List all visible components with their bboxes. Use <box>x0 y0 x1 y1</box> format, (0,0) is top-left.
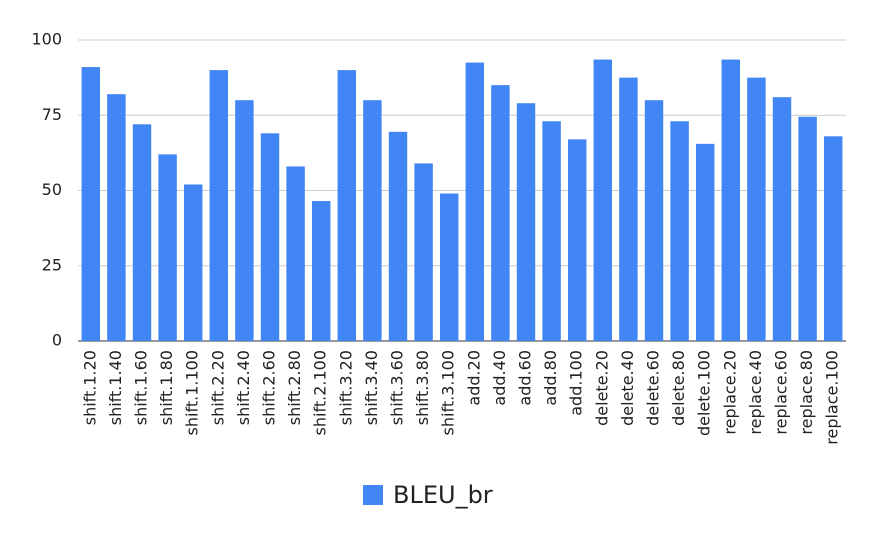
x-tick-label: shift.3.100 <box>439 350 458 435</box>
y-tick-label: 50 <box>42 180 62 199</box>
x-tick-label: shift.1.40 <box>106 350 125 425</box>
bar <box>81 67 101 341</box>
x-tick-label: delete.100 <box>695 350 714 436</box>
x-tick-label: add.60 <box>516 350 535 406</box>
bar <box>132 124 152 341</box>
y-tick-label: 75 <box>42 105 62 124</box>
x-tick-label: shift.1.80 <box>157 350 176 425</box>
bar <box>260 133 280 341</box>
bar <box>337 70 357 341</box>
x-tick-label: delete.80 <box>669 350 688 426</box>
bar <box>311 201 331 341</box>
bar <box>772 97 792 341</box>
x-tick-label: add.20 <box>464 350 483 406</box>
bar <box>567 139 587 341</box>
bar <box>183 184 203 341</box>
x-tick-label: shift.2.20 <box>208 350 227 425</box>
bar <box>465 62 485 341</box>
bar <box>491 85 510 342</box>
bar <box>235 100 254 341</box>
x-tick-label: shift.2.60 <box>260 350 279 425</box>
x-tick-label: shift.1.60 <box>132 350 151 425</box>
bar <box>747 77 766 341</box>
x-tick-label: shift.3.20 <box>336 350 355 425</box>
x-tick-label: add.100 <box>567 350 586 416</box>
x-tick-label: delete.20 <box>592 350 611 426</box>
x-tick-label: shift.3.60 <box>388 350 407 425</box>
x-tick-label: shift.2.100 <box>311 350 330 435</box>
bar <box>593 59 613 341</box>
bar <box>158 154 177 341</box>
x-tick-label: add.40 <box>490 350 509 406</box>
x-tick-label: shift.2.80 <box>285 350 304 425</box>
bar <box>721 59 741 341</box>
bar <box>363 100 382 341</box>
x-tick-label: replace.80 <box>797 350 816 435</box>
x-tick-label: delete.40 <box>618 350 637 426</box>
bar <box>209 70 229 341</box>
bar <box>516 103 536 342</box>
bar <box>695 143 715 341</box>
x-tick-label: delete.60 <box>644 350 663 426</box>
y-tick-label: 25 <box>42 255 62 274</box>
bar <box>644 100 664 341</box>
bar <box>542 121 561 342</box>
bar <box>388 131 408 341</box>
bar <box>286 166 305 341</box>
bar <box>823 136 843 341</box>
y-tick-label: 0 <box>52 331 62 350</box>
bar <box>107 94 126 342</box>
bar <box>619 77 638 341</box>
bar <box>414 163 433 341</box>
x-tick-label: replace.20 <box>720 350 739 435</box>
y-tick-label: 100 <box>31 30 62 49</box>
x-tick-label: shift.2.40 <box>234 350 253 425</box>
x-tick-label: add.80 <box>541 350 560 406</box>
bar <box>798 116 817 341</box>
x-tick-label: shift.1.100 <box>183 350 202 435</box>
bar <box>439 193 459 341</box>
x-tick-label: shift.3.40 <box>362 350 381 425</box>
x-tick-label: replace.60 <box>772 350 791 435</box>
legend-swatch <box>363 485 383 505</box>
x-tick-label: replace.100 <box>823 350 842 445</box>
x-tick-label: replace.40 <box>746 350 765 435</box>
bar <box>670 121 689 342</box>
x-tick-label: shift.1.20 <box>80 350 99 425</box>
x-tick-label: shift.3.80 <box>413 350 432 425</box>
legend-label: BLEU_br <box>393 481 493 509</box>
